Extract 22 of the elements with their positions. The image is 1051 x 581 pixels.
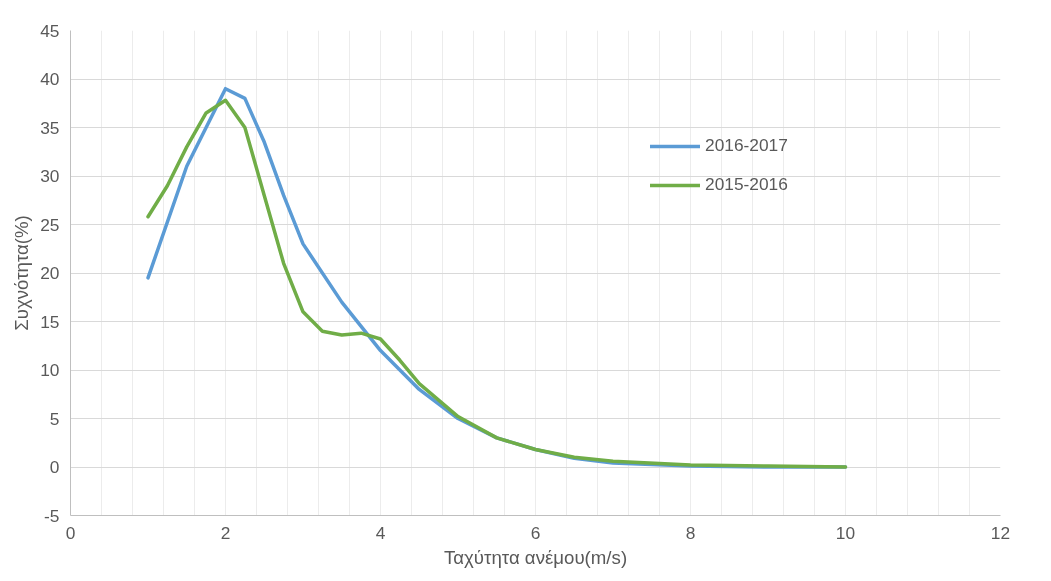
x-tick-label: 6 [530, 522, 541, 543]
y-tick-label: 20 [40, 263, 60, 283]
y-tick-label: 30 [40, 166, 60, 186]
y-tick-label: 25 [40, 214, 60, 235]
x-tick-label: 4 [375, 522, 386, 543]
y-tick-label: 10 [40, 360, 60, 380]
y-tick-label: 35 [40, 117, 60, 138]
y-tick-label: 15 [40, 311, 60, 332]
x-tick-label: 0 [65, 522, 76, 543]
legend-label: 2016-2017 [705, 135, 788, 156]
y-tick-label: -5 [44, 505, 60, 526]
x-tick-label: 10 [835, 522, 856, 543]
x-tick-label: 12 [990, 522, 1011, 543]
x-tick-label: 8 [685, 522, 696, 543]
y-tick-label: 45 [40, 20, 60, 41]
y-axis-title: Συχνότητα(%) [11, 215, 33, 331]
legend-label: 2015-2016 [705, 174, 788, 195]
y-tick-label: 0 [49, 457, 60, 477]
y-tick-label: 40 [40, 69, 60, 89]
x-tick-label: 2 [220, 522, 231, 543]
y-tick-label: 5 [49, 408, 60, 429]
x-axis-title: Ταχύτητα ανέμου(m/s) [443, 546, 628, 568]
